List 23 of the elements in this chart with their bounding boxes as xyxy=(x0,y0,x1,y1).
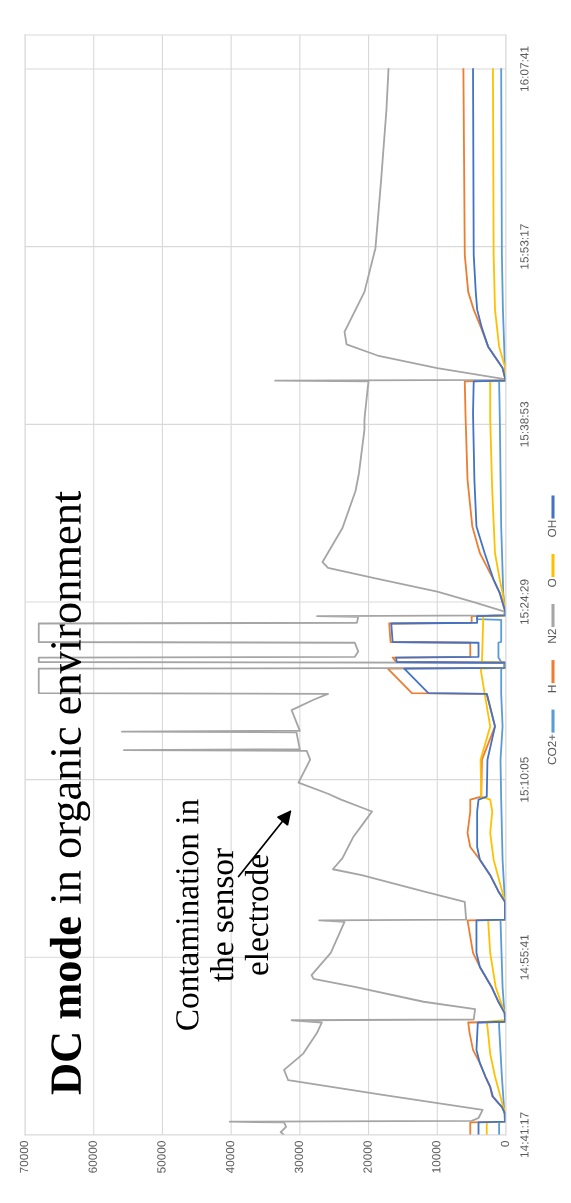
legend-label: O xyxy=(547,578,557,587)
y-tick-label: 15:24:29 xyxy=(520,579,529,625)
x-tick-label: 40000 xyxy=(225,1141,235,1174)
y-tick-label: 15:38:53 xyxy=(520,401,529,447)
annotation: Contamination in the sensor electrode xyxy=(176,799,269,1030)
x-tick-label: 10000 xyxy=(432,1141,441,1173)
legend-label: OH xyxy=(547,520,557,537)
y-tick-label: 14:55:41 xyxy=(520,934,529,980)
y-tick-label: 14:41:17 xyxy=(520,1112,529,1158)
x-tick-label: 30000 xyxy=(294,1141,304,1173)
x-tick-label: 20000 xyxy=(363,1141,372,1173)
x-tick-label: 70000 xyxy=(19,1141,29,1173)
x-tick-label: 50000 xyxy=(157,1141,166,1173)
legend-label: CO2+ xyxy=(547,734,557,765)
line-series xyxy=(37,68,506,1135)
y-tick-label: 15:10:05 xyxy=(520,757,529,802)
legend-label: N2 xyxy=(547,629,557,643)
text: DC mode in organic environment xyxy=(49,490,91,1095)
x-tick-label: 0 xyxy=(500,1141,510,1147)
y-tick-label: 16:07:41 xyxy=(520,46,529,92)
x-tick-label: 60000 xyxy=(88,1141,97,1173)
legend-label: H xyxy=(547,685,557,693)
y-tick-label: 15:53:17 xyxy=(520,224,529,269)
